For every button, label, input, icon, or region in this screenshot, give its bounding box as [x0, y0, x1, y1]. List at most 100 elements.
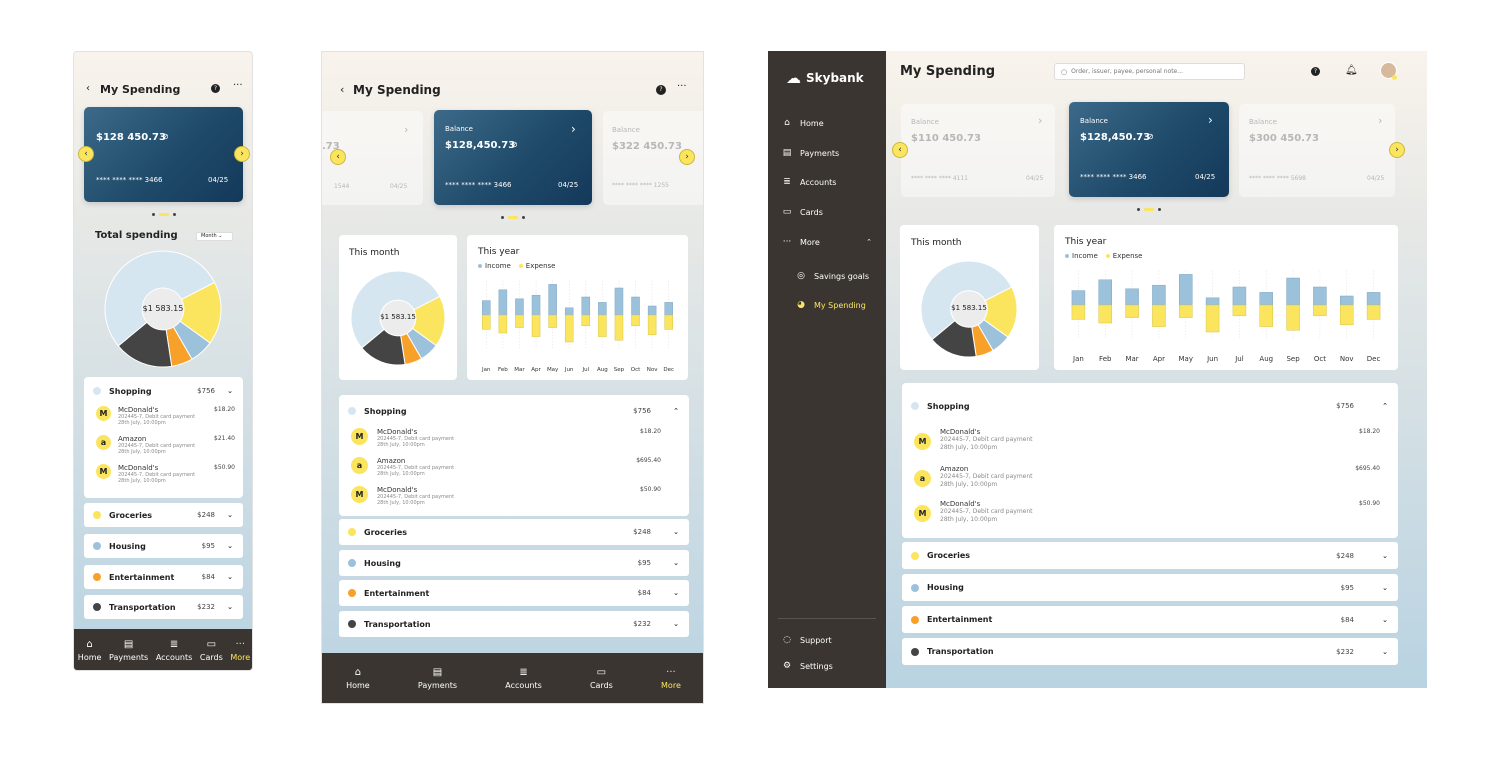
help-icon[interactable]: ? — [1311, 67, 1320, 76]
category-row[interactable]: Entertainment $84 ⌄ — [339, 580, 689, 606]
sidebar-item-payments[interactable]: ▤ Payments — [782, 148, 839, 158]
transaction-item[interactable]: M McDonald's 202445-7, Debit card paymen… — [96, 464, 243, 484]
sidebar-item-home[interactable]: ⌂ Home — [782, 118, 823, 128]
this-year-panel: This year Income Expense Jan Feb Mar Apr May… — [467, 235, 688, 380]
this-month-panel: This month $1 583.15 — [339, 235, 457, 380]
transaction-date: 28th July, 10:00pm — [377, 471, 425, 477]
hide-balance-icon[interactable]: ⊘ — [511, 140, 518, 149]
category-amount: $84 — [637, 589, 651, 597]
more-dots-icon[interactable]: ··· — [677, 81, 687, 92]
period-select[interactable]: Month ⌄ — [196, 232, 233, 241]
nav-payments[interactable]: ▤ Payments — [418, 668, 457, 691]
category-color — [911, 583, 919, 592]
sidebar-item-support[interactable]: ◌ Support — [782, 635, 832, 645]
category-row[interactable]: Shopping $756 ⌄ — [84, 384, 243, 398]
card-number: **** **** **** 5698 — [1249, 175, 1306, 182]
category-row[interactable]: Housing $95 ⌄ — [339, 550, 689, 576]
transaction-item[interactable]: a Amazon 202445-7, Debit card payment 28… — [351, 457, 669, 477]
transaction-ref: 202445-7, Debit card payment — [118, 443, 196, 449]
nav-cards[interactable]: ▭ Cards — [200, 639, 223, 662]
transaction-item[interactable]: a Amazon 202445-7, Debit card payment 28… — [96, 435, 243, 455]
sidebar-item-settings[interactable]: ⚙ Settings — [782, 661, 833, 671]
category-row[interactable]: Shopping $756 ⌃ — [339, 404, 689, 418]
bar-income-mar — [1125, 288, 1139, 306]
transaction-ref: 202445-7, Debit card payment — [118, 414, 196, 420]
search-icon: ○ — [1061, 67, 1068, 76]
nav-payments[interactable]: ▤ Payments — [109, 638, 148, 662]
bell-icon[interactable]: 🔔︎ — [1345, 65, 1358, 76]
sidebar-item-my-spending[interactable]: ◕ My Spending — [796, 300, 866, 310]
transaction-ref: 202445-7, Debit card payment — [377, 436, 455, 442]
x-tick-label: Sep — [1286, 355, 1300, 363]
category-row[interactable]: Housing $95 ⌄ — [84, 534, 243, 558]
balance-card-prev[interactable]: Balance › $110 450.73 **** **** **** 411… — [901, 104, 1055, 197]
category-row[interactable]: Entertainment $84 ⌄ — [84, 565, 243, 589]
payments-icon: ▤ — [123, 638, 134, 650]
nav-cards[interactable]: ▭ Cards — [590, 668, 613, 691]
balance-card[interactable]: $128 450.73 ⊘ **** **** **** 3466 04/25 — [84, 107, 243, 202]
category-row[interactable]: Groceries $248 ⌄ — [339, 519, 689, 545]
balance-card-next[interactable]: Balance › $300 450.73 **** **** **** 569… — [1239, 104, 1395, 197]
x-tick-label: Jan — [481, 367, 491, 373]
hide-balance-icon[interactable]: ⊘ — [162, 132, 169, 141]
category-row[interactable]: Transportation $232 ⌄ — [339, 611, 689, 637]
category-row[interactable]: Groceries $248 ⌄ — [902, 542, 1398, 569]
transaction-item[interactable]: M McDonald's 202445-7, Debit card paymen… — [914, 500, 1388, 524]
card-balance-label: Balance — [1080, 117, 1108, 125]
chevron-down-icon: ⌄ — [1382, 615, 1388, 624]
card-balance-label: Balance — [612, 126, 640, 134]
prev-card-button[interactable]: ‹ — [78, 146, 94, 162]
mcdonalds-logo-icon: M — [96, 464, 111, 479]
category-name: Shopping — [927, 401, 970, 411]
transaction-item[interactable]: M McDonald's 202445-7, Debit card paymen… — [914, 428, 1388, 452]
help-icon[interactable]: ? — [211, 84, 220, 93]
next-card-button[interactable]: › — [234, 146, 250, 162]
help-icon[interactable]: ? — [656, 85, 666, 95]
category-row[interactable]: Shopping $756 ⌃ — [902, 399, 1398, 413]
bar-income-jul — [581, 296, 591, 316]
nav-home[interactable]: ⌂ Home — [346, 668, 370, 691]
card-amount: $300 450.73 — [1249, 133, 1319, 144]
category-color — [911, 615, 919, 624]
mcdonalds-logo-icon: M — [914, 433, 931, 450]
category-row[interactable]: Housing $95 ⌄ — [902, 574, 1398, 601]
search-input[interactable]: ○ — [1054, 63, 1245, 80]
next-card-button[interactable]: › — [679, 149, 695, 165]
bar-income-aug — [598, 302, 607, 316]
transaction-item[interactable]: M McDonald's 202445-7, Debit card paymen… — [96, 406, 243, 426]
next-card-button[interactable]: › — [1389, 142, 1405, 158]
nav-home[interactable]: ⌂ Home — [78, 639, 102, 662]
category-row[interactable]: Entertainment $84 ⌄ — [902, 606, 1398, 633]
sidebar-item-more[interactable]: ··· More ⌃ — [782, 237, 872, 247]
transaction-item[interactable]: M McDonald's 202445-7, Debit card paymen… — [351, 486, 669, 506]
search-field[interactable] — [1071, 68, 1237, 75]
prev-card-button[interactable]: ‹ — [330, 149, 346, 165]
sidebar-item-accounts[interactable]: ≣ Accounts — [782, 177, 836, 187]
donut-slice-shopping — [350, 270, 441, 349]
bar-expense-oct — [631, 314, 640, 327]
balance-card[interactable]: Balance › $128,450.73 ⊘ **** **** **** 3… — [434, 110, 592, 205]
category-row[interactable]: Transportation $232 ⌄ — [902, 638, 1398, 665]
avatar[interactable] — [1380, 62, 1397, 79]
category-row[interactable]: Groceries $248 ⌄ — [84, 503, 243, 527]
back-icon[interactable]: ‹ — [86, 83, 90, 94]
chevron-down-icon: ⌄ — [673, 620, 679, 628]
period-value: Month — [201, 233, 217, 239]
nav-accounts[interactable]: ≣ Accounts — [505, 668, 541, 691]
nav-more[interactable]: ··· More — [230, 639, 250, 662]
prev-card-button[interactable]: ‹ — [892, 142, 908, 158]
nav-more[interactable]: ··· More — [661, 668, 681, 691]
more-dots-icon[interactable]: ··· — [233, 80, 243, 91]
amazon-logo-icon: a — [96, 435, 111, 450]
hide-balance-icon[interactable]: ⊘ — [1147, 132, 1154, 141]
sidebar-item-savings-goals[interactable]: ◎ Savings goals — [796, 271, 869, 281]
category-row[interactable]: Transportation $232 ⌄ — [84, 595, 243, 619]
back-icon[interactable]: ‹ — [340, 83, 345, 96]
balance-card[interactable]: Balance › $128,450.73 ⊘ **** **** **** 3… — [1069, 102, 1229, 197]
bar-expense-dec — [1366, 304, 1381, 320]
sidebar-item-cards[interactable]: ▭ Cards — [782, 207, 823, 217]
this-month-title: This month — [349, 248, 400, 258]
transaction-item[interactable]: M McDonald's 202445-7, Debit card paymen… — [351, 428, 669, 448]
transaction-item[interactable]: a Amazon 202445-7, Debit card payment 28… — [914, 465, 1388, 489]
nav-accounts[interactable]: ≣ Accounts — [156, 639, 192, 662]
